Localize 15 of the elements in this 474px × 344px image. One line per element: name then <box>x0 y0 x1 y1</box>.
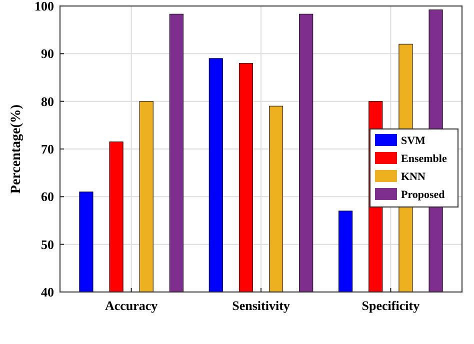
legend-label: Ensemble <box>401 152 447 165</box>
y-tick-label: 70 <box>41 142 54 157</box>
legend-label: SVM <box>401 134 426 147</box>
y-tick-label: 80 <box>41 94 54 109</box>
legend-label: Proposed <box>401 188 445 201</box>
y-tick-label: 50 <box>41 236 54 252</box>
legend-label: KNN <box>401 170 426 183</box>
y-axis-title: Percentage(%) <box>9 104 24 194</box>
x-tick-label: Sensitivity <box>232 298 290 313</box>
y-tick-label: 40 <box>41 284 54 300</box>
y-tick-label: 100 <box>34 0 54 14</box>
x-tick-label: Accuracy <box>104 298 158 313</box>
y-tick-label: 60 <box>41 189 54 204</box>
y-tick-label: 90 <box>41 46 54 62</box>
x-tick-label: Specificity <box>362 298 420 313</box>
